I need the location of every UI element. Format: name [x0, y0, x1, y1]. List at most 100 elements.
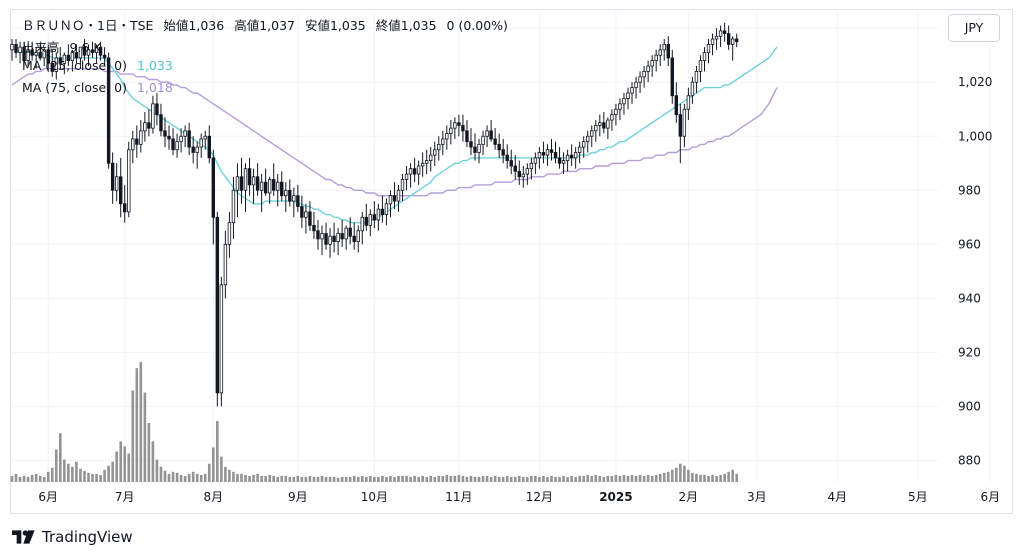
x-tick-label: 3月	[747, 490, 767, 504]
candle-body	[74, 52, 79, 59]
candle-body	[364, 216, 369, 226]
volume-bar	[590, 475, 594, 482]
volume-bar	[534, 475, 537, 482]
volume-bar	[674, 467, 678, 482]
candle-body	[175, 141, 179, 151]
volume-bar	[566, 476, 569, 482]
legend-volume[interactable]: 出来高 9.6 K	[22, 37, 108, 56]
volume-bar	[240, 473, 243, 482]
candle-body	[296, 195, 300, 207]
candle-body	[614, 108, 618, 116]
y-tick-label: 880	[958, 453, 981, 467]
candle-body	[501, 149, 505, 156]
candle-body	[726, 33, 731, 45]
candle-body	[529, 162, 534, 170]
volume-bar	[356, 476, 360, 482]
volume-bar	[159, 466, 163, 482]
volume-bar	[465, 476, 469, 482]
volume-bar	[417, 476, 420, 482]
volume-bar	[626, 475, 630, 482]
legend-symbol[interactable]: ＢＲＵＮＯ・1日・TSE	[22, 18, 154, 33]
y-tick-label: 1,000	[958, 129, 992, 143]
candle-body	[392, 195, 397, 202]
volume-bar	[522, 476, 525, 482]
candle-body	[336, 233, 340, 242]
volume-bar	[352, 475, 356, 482]
time-axis[interactable]: 6月 7月 8月 9月 10月 11月 12月 2025 2月 3月 4月 5月 6月	[38, 490, 1000, 504]
volume-bar	[135, 368, 139, 482]
volume-bar	[715, 475, 718, 482]
volume-bar	[211, 447, 215, 482]
candle-body	[594, 125, 598, 132]
candle-body	[630, 87, 634, 94]
volume-bar	[292, 476, 296, 482]
volume-bar	[99, 474, 102, 482]
legend-ma75-value: 1,018	[137, 80, 173, 95]
volume-bar	[397, 475, 400, 482]
candle-body	[372, 214, 377, 221]
volume-bar	[216, 421, 219, 482]
candle-body	[561, 160, 566, 164]
candle-body	[710, 38, 715, 45]
candle-body	[412, 168, 417, 175]
candle-body	[324, 233, 328, 245]
volume-bar	[312, 476, 316, 482]
volume-bar	[320, 475, 324, 482]
candle-body	[396, 189, 401, 202]
volume-bar	[654, 474, 658, 482]
volume-bar	[199, 474, 203, 482]
candle-body	[10, 44, 14, 51]
volume-bar	[171, 471, 175, 482]
legend-ma75-label: MA (75, close, 0)	[22, 80, 128, 95]
candle-body	[429, 154, 433, 161]
candle-body	[634, 81, 638, 89]
candle-body	[58, 57, 63, 64]
candle-body	[110, 162, 115, 191]
chart-frame	[10, 9, 1013, 514]
candle-body	[276, 181, 280, 191]
candle-body	[453, 122, 457, 129]
candle-body	[14, 44, 18, 53]
volume-bar	[143, 392, 147, 482]
volume-bar	[513, 476, 517, 482]
tradingview-brand[interactable]: TradingView	[12, 526, 133, 548]
volume-bar	[542, 475, 545, 482]
volume-bar	[167, 473, 171, 482]
candle-body	[42, 49, 46, 59]
volume-bar	[252, 474, 255, 482]
volume-bar	[268, 474, 271, 482]
volume-bar	[485, 475, 489, 482]
currency-button[interactable]: JPY	[948, 14, 1000, 42]
candle-body	[70, 52, 75, 62]
volume-bar	[151, 441, 155, 482]
candle-body	[106, 57, 111, 164]
candle-body	[481, 135, 485, 145]
candle-body	[533, 157, 538, 164]
legend-ohlc[interactable]: ＢＲＵＮＯ・1日・TSE 始値1,036 高値1,037 安値1,035 終値1…	[22, 15, 514, 34]
volume-bar	[103, 469, 106, 482]
candle-body	[78, 46, 83, 59]
candle-body	[316, 230, 320, 240]
volume-bar	[26, 476, 30, 482]
legend-ma25[interactable]: MA (25, close, 0) 1,033	[22, 58, 179, 73]
candle-body	[82, 46, 87, 56]
volume-bar	[284, 475, 288, 482]
candle-body	[545, 149, 550, 156]
volume-bar	[530, 475, 533, 482]
volume-bar	[445, 474, 449, 482]
candle-body	[155, 103, 159, 116]
candle-body	[215, 216, 220, 394]
volume-bar	[10, 475, 14, 482]
volume-bar	[107, 465, 110, 482]
candle-body	[259, 181, 264, 191]
legend-ma75[interactable]: MA (75, close, 0) 1,018	[22, 80, 179, 95]
volume-bar	[91, 473, 94, 482]
volume-bar	[30, 474, 34, 482]
candle-body	[251, 176, 256, 186]
candle-body	[437, 143, 441, 151]
legend-volume-label: 出来高	[22, 40, 60, 55]
volume-bar	[260, 475, 263, 482]
volume-bar	[232, 471, 235, 482]
